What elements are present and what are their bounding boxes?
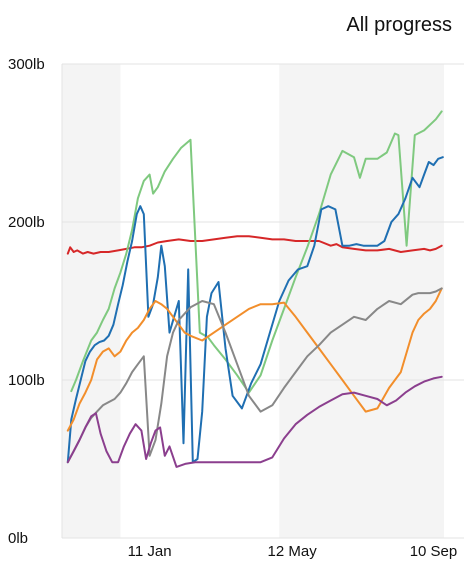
series-line-1: [66, 235, 443, 255]
header: All progress: [0, 0, 466, 50]
y-tick-label: 200lb: [8, 214, 45, 231]
y-axis: 0lb 100lb 200lb 300lb: [8, 56, 45, 547]
grid-lines: [61, 63, 464, 539]
y-tick-label: 100lb: [8, 372, 45, 389]
series-line-6: [66, 375, 443, 468]
series-line-2: [70, 110, 443, 394]
series-line-4: [66, 287, 443, 432]
y-tick-label: 300lb: [8, 56, 45, 73]
x-tick-label: 10 Sep: [410, 543, 458, 560]
page-title: All progress: [346, 14, 452, 36]
series-line-3: [66, 156, 444, 464]
x-tick-label: 11 Jan: [128, 543, 172, 560]
series-line-5: [66, 287, 443, 464]
shaded-band: [279, 64, 444, 538]
x-tick-label: 12 May: [268, 543, 318, 560]
y-tick-label: 0lb: [8, 530, 28, 547]
x-axis: 11 Jan 12 May 10 Sep: [128, 543, 458, 560]
series-lines: [66, 110, 444, 468]
